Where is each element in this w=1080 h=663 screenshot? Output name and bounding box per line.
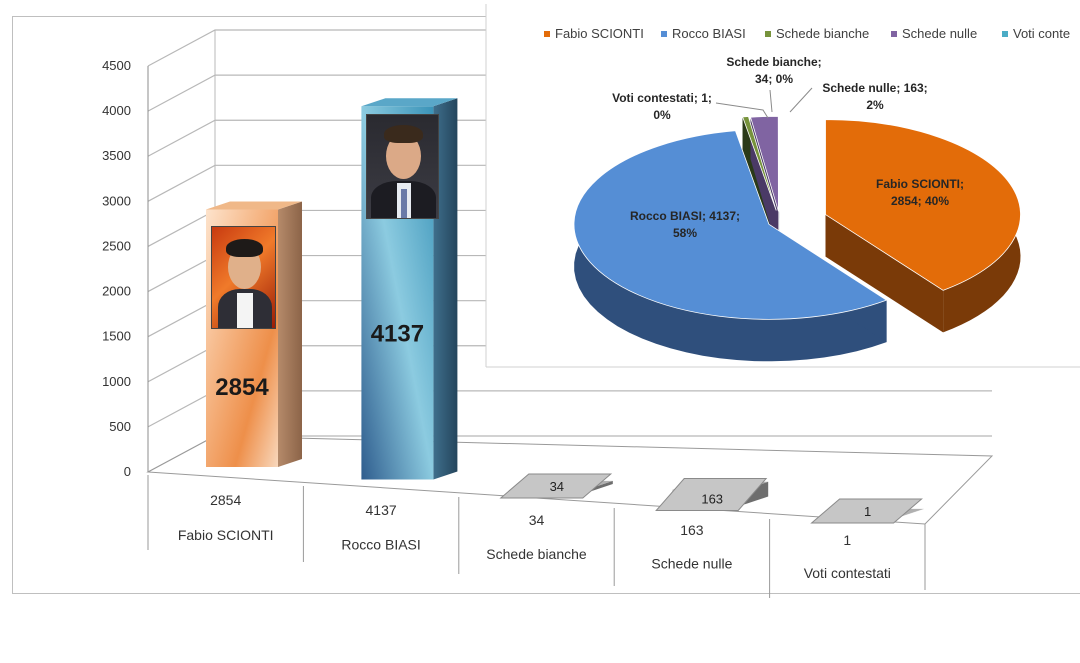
- bar-top: [206, 201, 302, 210]
- y-tick-label: 4000: [102, 103, 131, 118]
- slice-label: 0%: [653, 108, 671, 122]
- pie-slice-rocco-biasi: [573, 130, 888, 320]
- bar-side: [744, 481, 769, 505]
- slice-label: 34; 0%: [755, 72, 793, 86]
- bar-schede-bianche: 34: [499, 473, 613, 499]
- category-label: Fabio SCIONTI: [178, 527, 274, 543]
- bar-data-label: 2854: [215, 374, 269, 401]
- legend-entry: Rocco BIASI: [672, 26, 746, 41]
- category-label: Rocco BIASI: [341, 537, 420, 553]
- y-tick-label: 0: [124, 464, 131, 479]
- legend-entry: Voti conte: [1013, 26, 1070, 41]
- category-label: Schede bianche: [486, 546, 587, 562]
- legend-swatch: [544, 31, 550, 37]
- pie-slice-schede-nulle: [750, 115, 779, 212]
- y-tick-label: 3000: [102, 193, 131, 208]
- bar-voti-contestati: 1: [810, 498, 924, 524]
- y-tick-label: 1000: [102, 374, 131, 389]
- legend-entry: Schede bianche: [776, 26, 869, 41]
- pie-slice-fabio-scionti: [825, 119, 1021, 291]
- legend-swatch: [765, 31, 771, 37]
- slice-label: Voti contestati; 1;: [612, 91, 712, 105]
- legend-swatch: [1002, 31, 1008, 37]
- y-tick-label: 500: [109, 419, 131, 434]
- bar-data-label: 1: [864, 504, 871, 519]
- table-value: 163: [680, 522, 704, 538]
- bar-side: [588, 480, 613, 492]
- legend-swatch: [891, 31, 897, 37]
- slice-label: Rocco BIASI; 4137;: [630, 209, 740, 223]
- bar-side: [278, 201, 302, 467]
- bar-slab: [655, 478, 768, 511]
- table-value: 34: [529, 512, 545, 528]
- pie-chart: Fabio SCIONTI Rocco BIASI Schede bianche Sc…: [544, 26, 1070, 362]
- slice-label: 2854; 40%: [891, 194, 949, 208]
- y-tick-label: 2500: [102, 238, 131, 253]
- candidate-photo-rocco-biasi: [366, 114, 439, 219]
- slice-label: Fabio SCIONTI;: [876, 177, 964, 191]
- y-tick-label: 4500: [102, 58, 131, 73]
- slice-label: 58%: [673, 226, 697, 240]
- legend-entry: Fabio SCIONTI: [555, 26, 644, 41]
- bar-data-label: 34: [550, 479, 564, 494]
- table-value: 1: [843, 532, 851, 548]
- y-tick-label: 3500: [102, 148, 131, 163]
- bar-schede-nulle: 163: [655, 478, 769, 511]
- y-tick-label: 1500: [102, 329, 131, 344]
- bar-side: [899, 508, 924, 517]
- y-tick-label: 2000: [102, 284, 131, 299]
- candidate-photo-fabio-scionti: [211, 226, 276, 329]
- legend-swatch: [661, 31, 667, 37]
- bar-slab: [810, 498, 923, 524]
- bar-top: [361, 98, 458, 107]
- bar-data-label: 4137: [371, 320, 424, 347]
- slice-label: Schede nulle; 163;: [822, 81, 927, 95]
- slice-label: 2%: [866, 98, 884, 112]
- leader-line: [789, 87, 813, 113]
- bar-slab: [499, 473, 613, 499]
- bar-data-label: 163: [701, 492, 723, 507]
- leader-line: [715, 102, 769, 119]
- legend-entry: Schede nulle: [902, 26, 977, 41]
- pie-slice-cut: [825, 214, 944, 333]
- table-value: 4137: [366, 502, 397, 518]
- bar-side: [433, 98, 458, 480]
- table-value: 2854: [210, 492, 241, 508]
- category-label: Schede nulle: [651, 556, 732, 572]
- category-label: Voti contestati: [804, 565, 891, 581]
- leader-line: [769, 89, 773, 113]
- pie-slice-schede-bianche: [742, 116, 777, 211]
- slice-label: Schede bianche;: [726, 55, 821, 69]
